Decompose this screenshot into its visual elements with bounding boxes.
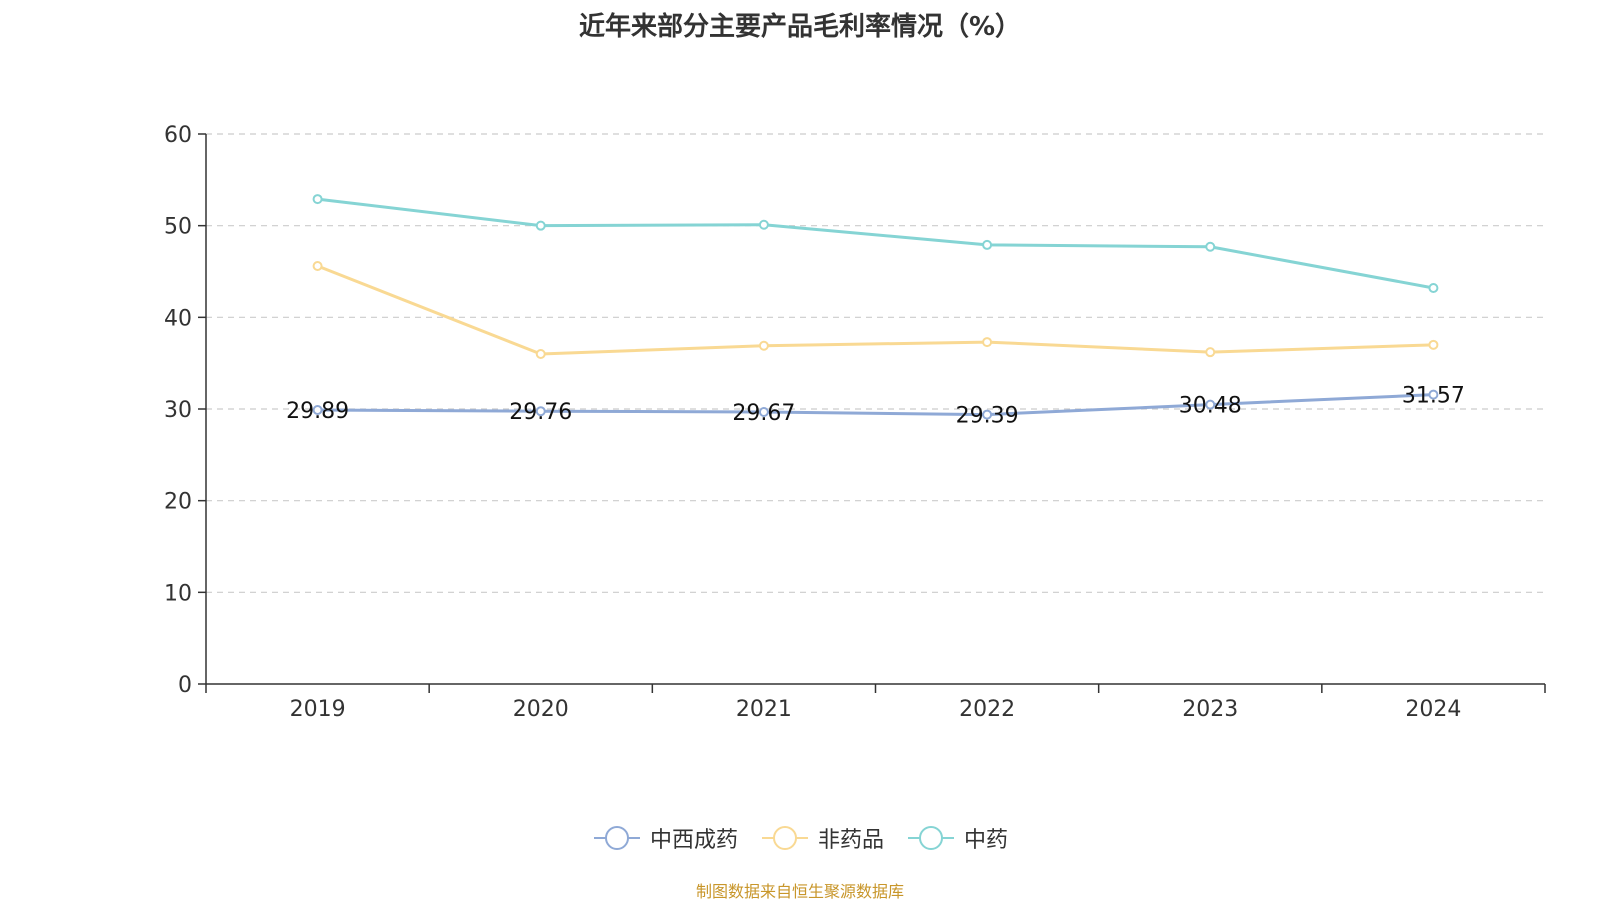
data-point [1205,347,1216,358]
legend-label: 中药 [964,828,1009,853]
data-label: 29.67 [732,401,795,426]
data-point [535,406,546,417]
legend-line-icon [761,826,808,850]
data-point [312,194,323,205]
data-label: 29.39 [956,404,1019,429]
data-label: 29.76 [509,400,572,425]
y-tick-label: 0 [178,673,192,698]
data-point [312,405,323,416]
legend-label: 非药品 [817,828,884,853]
data-point [758,219,769,230]
legend-item[interactable]: 中药 [906,822,1008,854]
series-line [317,197,1434,290]
legend: 中西成药 非药品 中药 [0,822,1600,854]
data-point [312,261,323,271]
legend-marker [772,826,797,850]
x-tick-label: 2020 [513,697,569,722]
axes: 0 10 20 30 40 50 60 2019 2020 2021 2022 2023 2024 [164,123,1546,722]
x-tick-label: 2024 [1405,697,1461,722]
series-line [317,393,1434,417]
data-point [535,220,546,231]
x-tick-label: 2021 [736,697,792,722]
grid-lines [206,133,1545,593]
y-tick-label: 60 [164,123,192,148]
legend-label: 中西成药 [649,828,738,853]
data-point [758,407,769,418]
data-point [982,239,993,250]
data-label: 30.48 [1179,394,1242,419]
series-lines [312,194,1439,420]
legend-marker [919,826,943,850]
y-tick-label: 30 [164,398,192,423]
source-note: 制图数据来自恒生聚源数据库 [695,882,904,901]
data-point [1205,399,1216,410]
data-label: 29.89 [286,399,349,424]
y-tick-label: 20 [164,490,192,515]
x-tick-label: 2019 [290,697,346,722]
legend-item[interactable]: 中西成药 [592,822,738,854]
legend-marker [604,826,629,850]
legend-item[interactable]: 非药品 [760,822,884,854]
data-point [1205,241,1216,252]
x-tick-label: 2022 [959,697,1015,722]
data-labels: 29.89 29.76 29.67 29.39 30.48 31.57 [286,384,1465,429]
data-point [758,340,769,351]
data-point [1428,389,1439,400]
y-tick-label: 10 [164,581,192,606]
data-point [982,337,993,348]
chart-title: 近年来部分主要产品毛利率情况（%） [578,12,1022,42]
y-tick-label: 40 [164,306,192,331]
data-point [535,349,546,359]
data-label: 31.57 [1402,384,1465,409]
x-tick-label: 2023 [1182,697,1238,722]
y-tick-label: 50 [164,215,192,240]
data-point [1428,283,1439,293]
series-line [317,264,1434,356]
legend-line-icon [908,826,954,850]
data-point [982,409,993,420]
data-point [1428,339,1439,350]
legend-line-icon [593,826,640,850]
